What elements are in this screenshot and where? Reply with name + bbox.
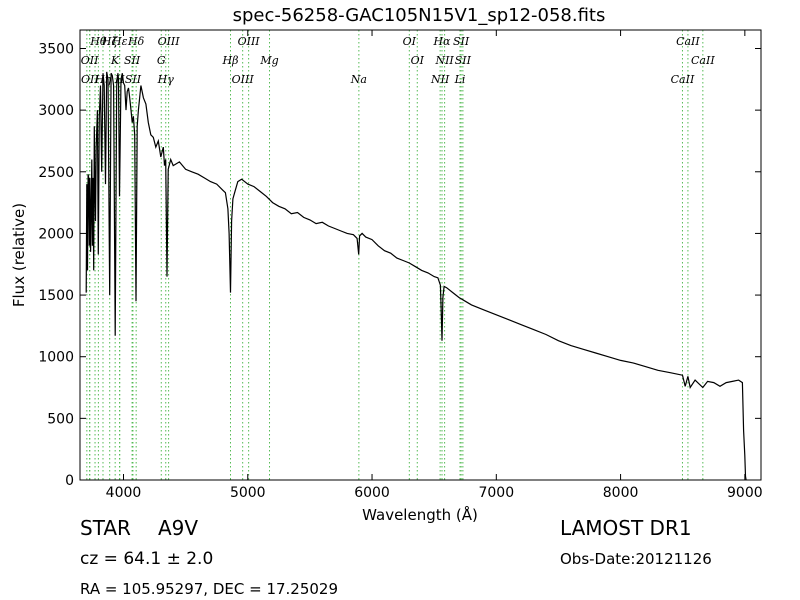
line-marker-label: NII <box>430 73 450 86</box>
line-marker-label: OIII <box>158 35 181 48</box>
line-marker-label: OII <box>81 73 99 86</box>
line-marker-label: OI <box>411 54 425 67</box>
line-marker-label: Hζ <box>101 35 119 48</box>
line-marker-label: Hθ <box>89 35 107 48</box>
line-marker-label: NII <box>434 54 454 67</box>
y-tick-label: 3000 <box>38 103 74 119</box>
line-marker-label: Hβ <box>222 54 239 67</box>
y-tick-label: 2000 <box>38 226 74 242</box>
line-marker-label: SII <box>125 73 142 86</box>
spectrum-line <box>85 71 747 481</box>
object-subclass: A9V <box>158 516 199 540</box>
line-marker-label: Hε <box>111 35 128 48</box>
x-axis-ticks: 4000 5000 6000 7000 8000 9000 <box>106 30 763 501</box>
chart-title: spec-56258-GAC105N15V1_sp12-058.fits <box>232 5 606 26</box>
line-marker-label: OI <box>403 35 417 48</box>
x-tick-label: 5000 <box>230 485 266 501</box>
line-marker-label: H <box>114 73 125 86</box>
line-marker-label: Li <box>454 73 466 86</box>
line-marker-labels: OIIOIIHθHηHζKHHεSIISIIHδGHγOIIIHβOIIIOII… <box>81 35 716 86</box>
line-marker-label: CaII <box>676 35 700 48</box>
line-marker-label: Hγ <box>157 73 175 86</box>
line-marker-label: OIII <box>232 73 255 86</box>
x-tick-label: 6000 <box>354 485 390 501</box>
x-tick-label: 9000 <box>727 485 763 501</box>
line-marker-label: Hδ <box>127 35 145 48</box>
x-tick-label: 8000 <box>603 485 639 501</box>
line-marker-label: OIII <box>238 35 261 48</box>
line-marker-label: Hα <box>432 35 451 48</box>
plot-frame <box>79 29 762 481</box>
y-tick-label: 1000 <box>38 350 74 366</box>
redshift-cz: cz = 64.1 ± 2.0 <box>80 549 214 569</box>
y-tick-label: 0 <box>65 473 74 489</box>
line-marker-label: SII <box>124 54 141 67</box>
observation-date: Obs-Date:20121126 <box>560 550 712 568</box>
object-class: STAR <box>80 516 131 540</box>
line-markers <box>86 30 704 480</box>
line-marker-label: Mg <box>259 54 278 67</box>
y-axis-ticks: 0 500 1000 1500 2000 2500 3000 3500 <box>38 41 761 489</box>
line-marker-label: SII <box>453 35 470 48</box>
y-tick-label: 2500 <box>38 165 74 181</box>
x-tick-label: 4000 <box>106 485 142 501</box>
line-marker-label: SII <box>455 54 472 67</box>
line-marker-label: G <box>157 54 166 67</box>
x-tick-label: 7000 <box>478 485 514 501</box>
y-tick-label: 1500 <box>38 288 74 304</box>
survey-name: LAMOST DR1 <box>560 516 692 540</box>
line-marker-label: K <box>110 54 120 67</box>
y-axis-label: Flux (relative) <box>10 203 28 307</box>
line-marker-label: Na <box>350 73 367 86</box>
line-marker-label: OII <box>81 54 99 67</box>
y-tick-label: 3500 <box>38 41 74 57</box>
line-marker-label: CaII <box>671 73 695 86</box>
x-axis-label: Wavelength (Å) <box>362 505 478 524</box>
coordinates: RA = 105.95297, DEC = 17.25029 <box>80 580 339 598</box>
y-tick-label: 500 <box>47 411 74 427</box>
line-marker-label: CaII <box>691 54 715 67</box>
